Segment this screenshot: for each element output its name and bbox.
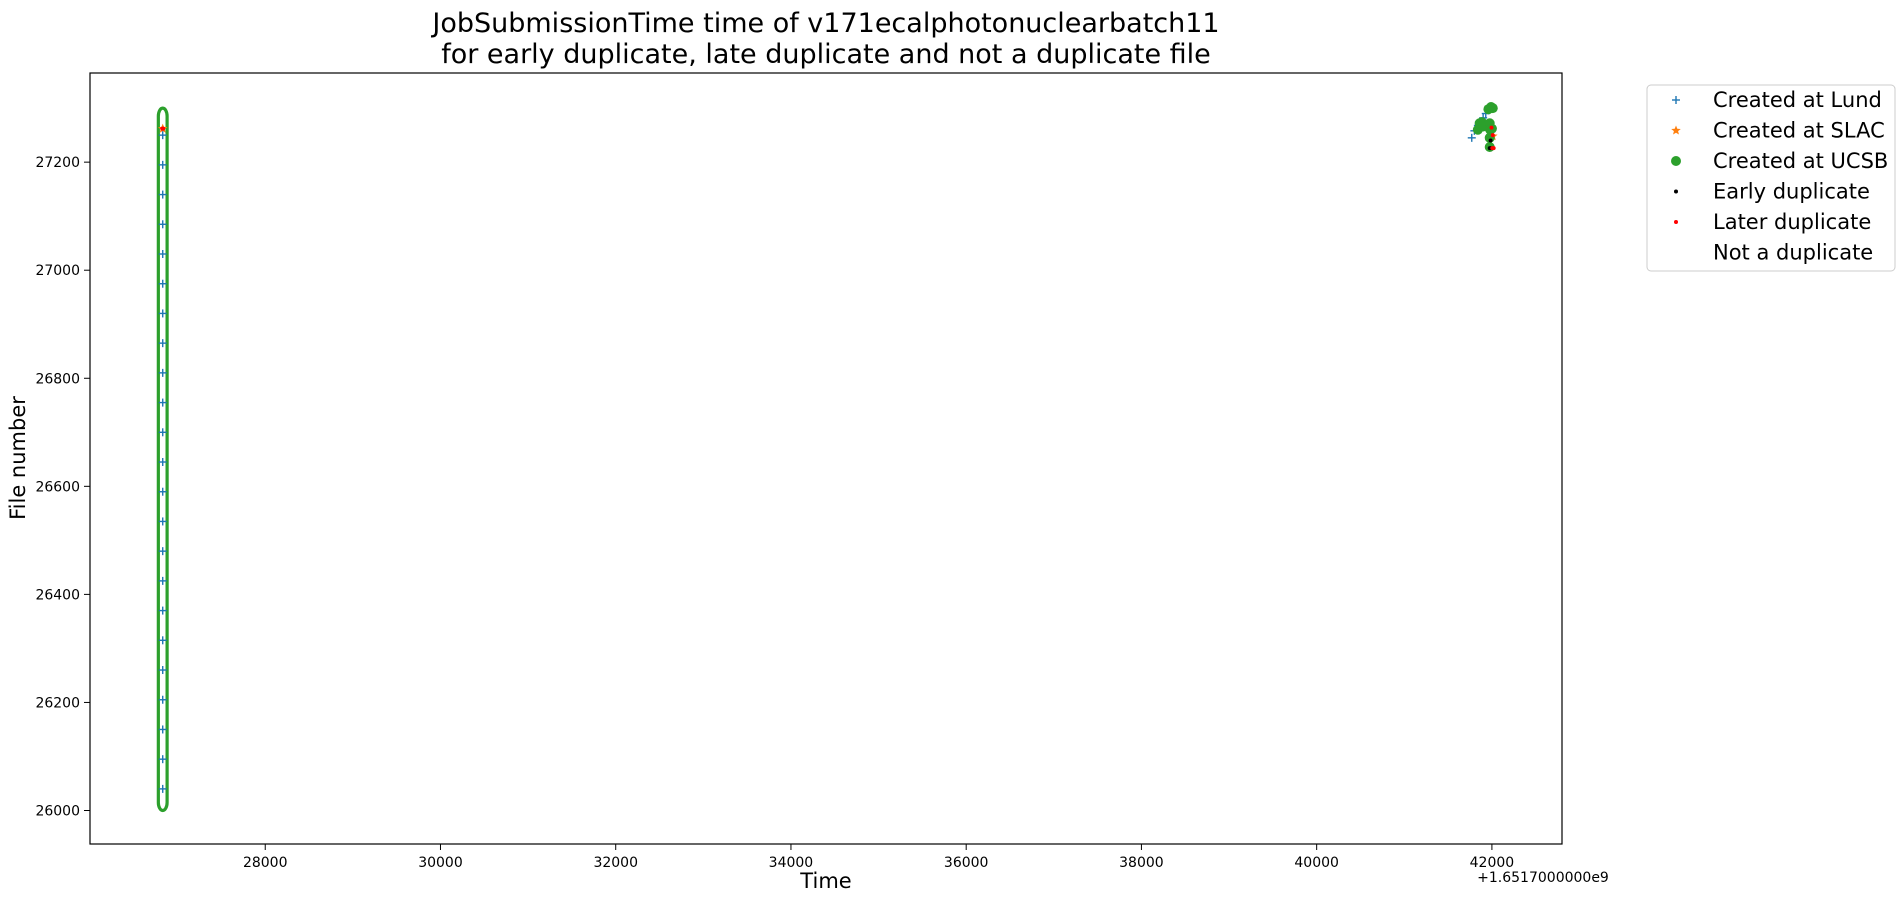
lund-point bbox=[158, 339, 167, 348]
y-tick-label: 26600 bbox=[35, 479, 80, 495]
legend-marker-lund bbox=[1672, 96, 1680, 104]
later-duplicate-point bbox=[1490, 133, 1495, 138]
y-tick-label: 27200 bbox=[35, 155, 80, 171]
legend-marker-ucsb bbox=[1671, 156, 1681, 166]
y-axis: 26000 26200 26400 26600 26800 27000 27200 bbox=[35, 155, 90, 820]
lund-point bbox=[158, 160, 167, 169]
lund-point bbox=[158, 220, 167, 229]
legend-item-lund: Created at Lund bbox=[1672, 88, 1882, 112]
lund-point bbox=[158, 487, 167, 496]
x-axis: 28000 30000 32000 34000 36000 38000 40000 42000 bbox=[243, 844, 1514, 871]
y-tick-label: 26200 bbox=[35, 695, 80, 711]
legend-item-later-duplicate: Later duplicate bbox=[1674, 210, 1871, 234]
early-duplicate-point bbox=[1488, 138, 1493, 143]
lund-point bbox=[158, 368, 167, 377]
legend-item-early-duplicate: Early duplicate bbox=[1674, 180, 1870, 204]
lund-point bbox=[158, 279, 167, 288]
x-axis-label: Time bbox=[799, 869, 851, 893]
legend-marker-early-duplicate bbox=[1674, 189, 1678, 194]
lund-point bbox=[1467, 133, 1476, 142]
legend-frame bbox=[1646, 84, 1896, 272]
lund-point bbox=[158, 309, 167, 318]
later-duplicate-point bbox=[1489, 125, 1494, 130]
legend-marker-not-duplicate bbox=[1674, 250, 1678, 255]
plot-frame bbox=[89, 72, 1563, 845]
chart-title-line1: JobSubmissionTime time of v171ecalphoton… bbox=[430, 8, 1219, 39]
lund-point bbox=[158, 398, 167, 407]
legend-label-lund: Created at Lund bbox=[1713, 88, 1882, 112]
lund-point bbox=[158, 249, 167, 258]
y-tick-label: 26400 bbox=[35, 587, 80, 603]
lund-point bbox=[158, 517, 167, 526]
legend-item-not-duplicate: Not a duplicate bbox=[1674, 241, 1873, 265]
legend-label-slac: Created at SLAC bbox=[1713, 119, 1885, 143]
legend-label-early-duplicate: Early duplicate bbox=[1713, 180, 1870, 204]
ucsb-point bbox=[1487, 103, 1498, 114]
y-tick-label: 26000 bbox=[35, 804, 80, 820]
y-tick-label: 27000 bbox=[35, 263, 80, 279]
later-duplicate-point bbox=[161, 126, 166, 131]
lund-point bbox=[158, 131, 167, 140]
x-tick-label: 38000 bbox=[1119, 855, 1164, 871]
x-tick-label: 40000 bbox=[1294, 855, 1339, 871]
lund-point bbox=[158, 606, 167, 615]
lund-point bbox=[158, 784, 167, 793]
legend-label-ucsb: Created at UCSB bbox=[1713, 149, 1888, 173]
legend-marker-later-duplicate bbox=[1674, 220, 1678, 224]
later-duplicate-point bbox=[1491, 146, 1496, 151]
x-tick-label: 32000 bbox=[593, 855, 638, 871]
legend-item-slac: Created at SLAC bbox=[1671, 119, 1885, 143]
x-tick-label: 28000 bbox=[243, 855, 288, 871]
ucsb-loop-cluster bbox=[156, 106, 169, 813]
plot-data-layer bbox=[156, 102, 1498, 813]
lund-point bbox=[158, 666, 167, 675]
x-axis-offset-label: +1.6517000000e9 bbox=[1477, 870, 1609, 886]
legend-label-not-duplicate: Not a duplicate bbox=[1713, 241, 1873, 265]
lund-point bbox=[158, 190, 167, 199]
lund-point bbox=[158, 547, 167, 556]
chart-title-line2: for early duplicate, late duplicate and … bbox=[441, 39, 1211, 70]
lund-point bbox=[158, 636, 167, 645]
x-tick-label: 36000 bbox=[944, 855, 989, 871]
legend-label-later-duplicate: Later duplicate bbox=[1713, 210, 1871, 234]
lund-point bbox=[158, 695, 167, 704]
x-tick-label: 30000 bbox=[418, 855, 463, 871]
y-axis-label: File number bbox=[6, 396, 30, 520]
y-tick-label: 26800 bbox=[35, 371, 80, 387]
lund-point bbox=[158, 576, 167, 585]
x-tick-label: 34000 bbox=[769, 855, 814, 871]
lund-point bbox=[158, 755, 167, 764]
lund-point bbox=[158, 458, 167, 467]
lund-point bbox=[158, 428, 167, 437]
legend-marker-slac bbox=[1671, 125, 1681, 135]
legend: Created at Lund Created at SLAC Created at… bbox=[1646, 84, 1896, 272]
x-tick-label: 42000 bbox=[1470, 855, 1515, 871]
legend-item-ucsb: Created at UCSB bbox=[1671, 149, 1888, 173]
lund-point bbox=[158, 725, 167, 734]
